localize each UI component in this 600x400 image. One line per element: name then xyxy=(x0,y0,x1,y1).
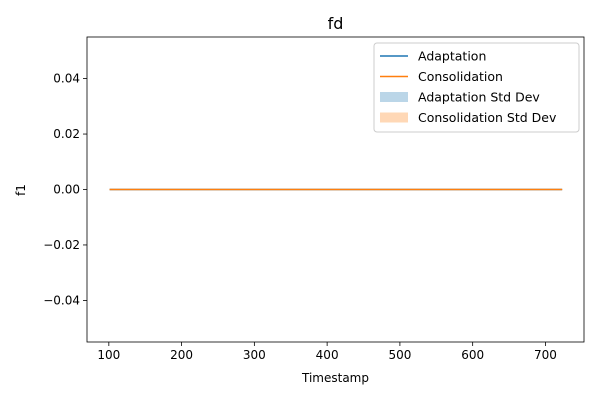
legend-label-consolidation: Consolidation xyxy=(418,69,503,84)
x-tick-label: 600 xyxy=(461,348,484,362)
legend: Adaptation Consolidation Adaptation Std De… xyxy=(373,42,580,133)
y-tick-label: −0.02 xyxy=(43,238,80,252)
x-tick-label: 200 xyxy=(170,348,193,362)
legend-box xyxy=(373,42,580,133)
y-axis-label: f1 xyxy=(14,184,28,196)
x-tick-label: 400 xyxy=(316,348,339,362)
x-axis-label: Timestamp xyxy=(301,371,369,385)
x-tick-label: 700 xyxy=(534,348,557,362)
x-tick-label: 100 xyxy=(97,348,120,362)
y-tick-label: 0.00 xyxy=(53,183,80,197)
y-tick-label: 0.04 xyxy=(53,72,80,86)
x-axis: 100 200 300 400 500 600 700 xyxy=(97,342,557,362)
y-tick-label: 0.02 xyxy=(53,127,80,141)
legend-swatch-consolidation-std-dev xyxy=(380,112,408,123)
legend-label-consolidation-std-dev: Consolidation Std Dev xyxy=(418,110,557,125)
legend-label-adaptation-std-dev: Adaptation Std Dev xyxy=(418,90,540,105)
chart-title: fd xyxy=(328,14,344,33)
legend-label-adaptation: Adaptation xyxy=(418,49,486,64)
x-tick-label: 300 xyxy=(243,348,266,362)
y-tick-label: −0.04 xyxy=(43,293,80,307)
y-axis: −0.04 −0.02 0.00 0.02 0.04 xyxy=(43,72,87,307)
legend-swatch-adaptation-std-dev xyxy=(380,92,408,102)
x-tick-label: 500 xyxy=(388,348,411,362)
